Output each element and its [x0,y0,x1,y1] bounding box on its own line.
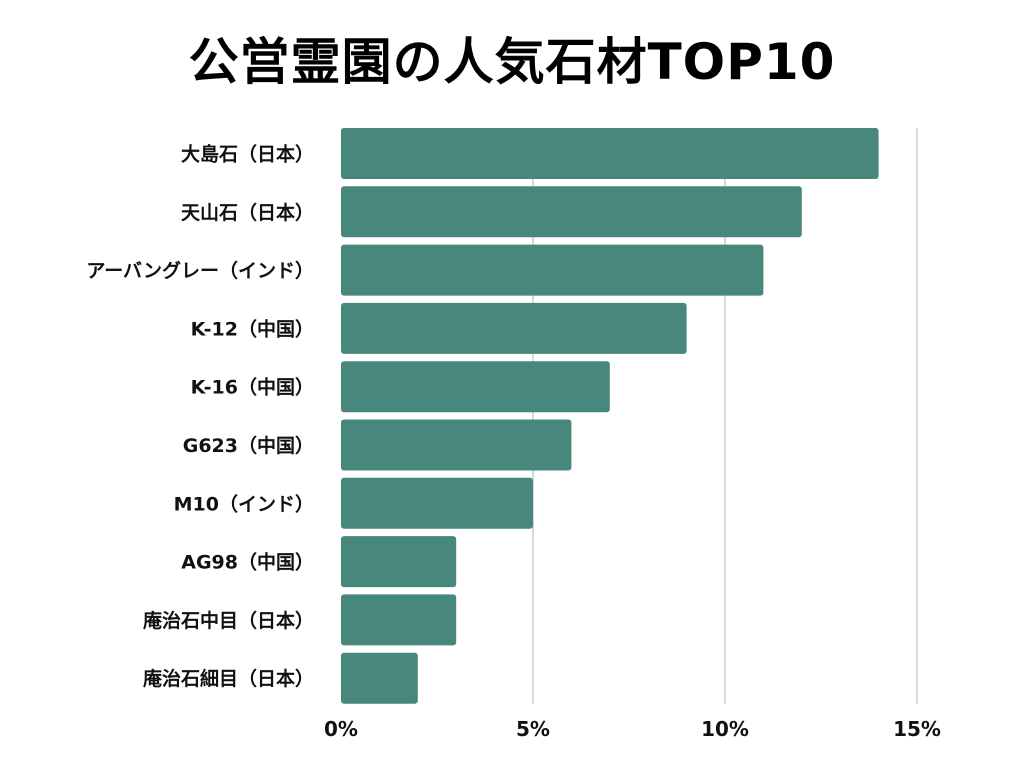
category-label-3: K-12（中国） [191,317,314,340]
category-label-7: AG98（中国） [181,551,314,574]
bar-6 [341,477,533,529]
x-tick-label-3: 15% [893,717,941,741]
category-label-4: K-16（中国） [191,376,314,399]
category-label-8: 庵治石中目（日本） [143,609,314,632]
x-tick-labels: 0% 5% 10% 15% [324,717,941,741]
category-label-9: 庵治石細目（日本） [143,667,314,690]
category-label-5: G623（中国） [183,434,314,457]
bar-2 [341,244,764,296]
x-tick-label-0: 0% [324,717,358,741]
bar-4 [341,361,610,413]
bar-7 [341,536,457,588]
bar-9 [341,652,418,704]
bar-3 [341,302,687,354]
x-tick-label-2: 10% [701,717,749,741]
bar-5 [341,419,572,471]
bars [341,128,879,704]
category-label-6: M10（インド） [174,492,314,515]
bar-0 [341,128,879,179]
bar-1 [341,186,802,238]
category-label-0: 大島石（日本） [181,143,314,166]
bar-8 [341,594,457,646]
category-labels: 大島石（日本） 天山石（日本） アーバングレー（インド） K-12（中国） K-16（中… [86,143,314,691]
category-label-2: アーバングレー（インド） [86,259,314,282]
x-tick-label-1: 5% [516,717,550,741]
chart-title: 公営霊園の人気石材TOP10 [188,33,836,91]
category-label-1: 天山石（日本） [181,201,314,224]
